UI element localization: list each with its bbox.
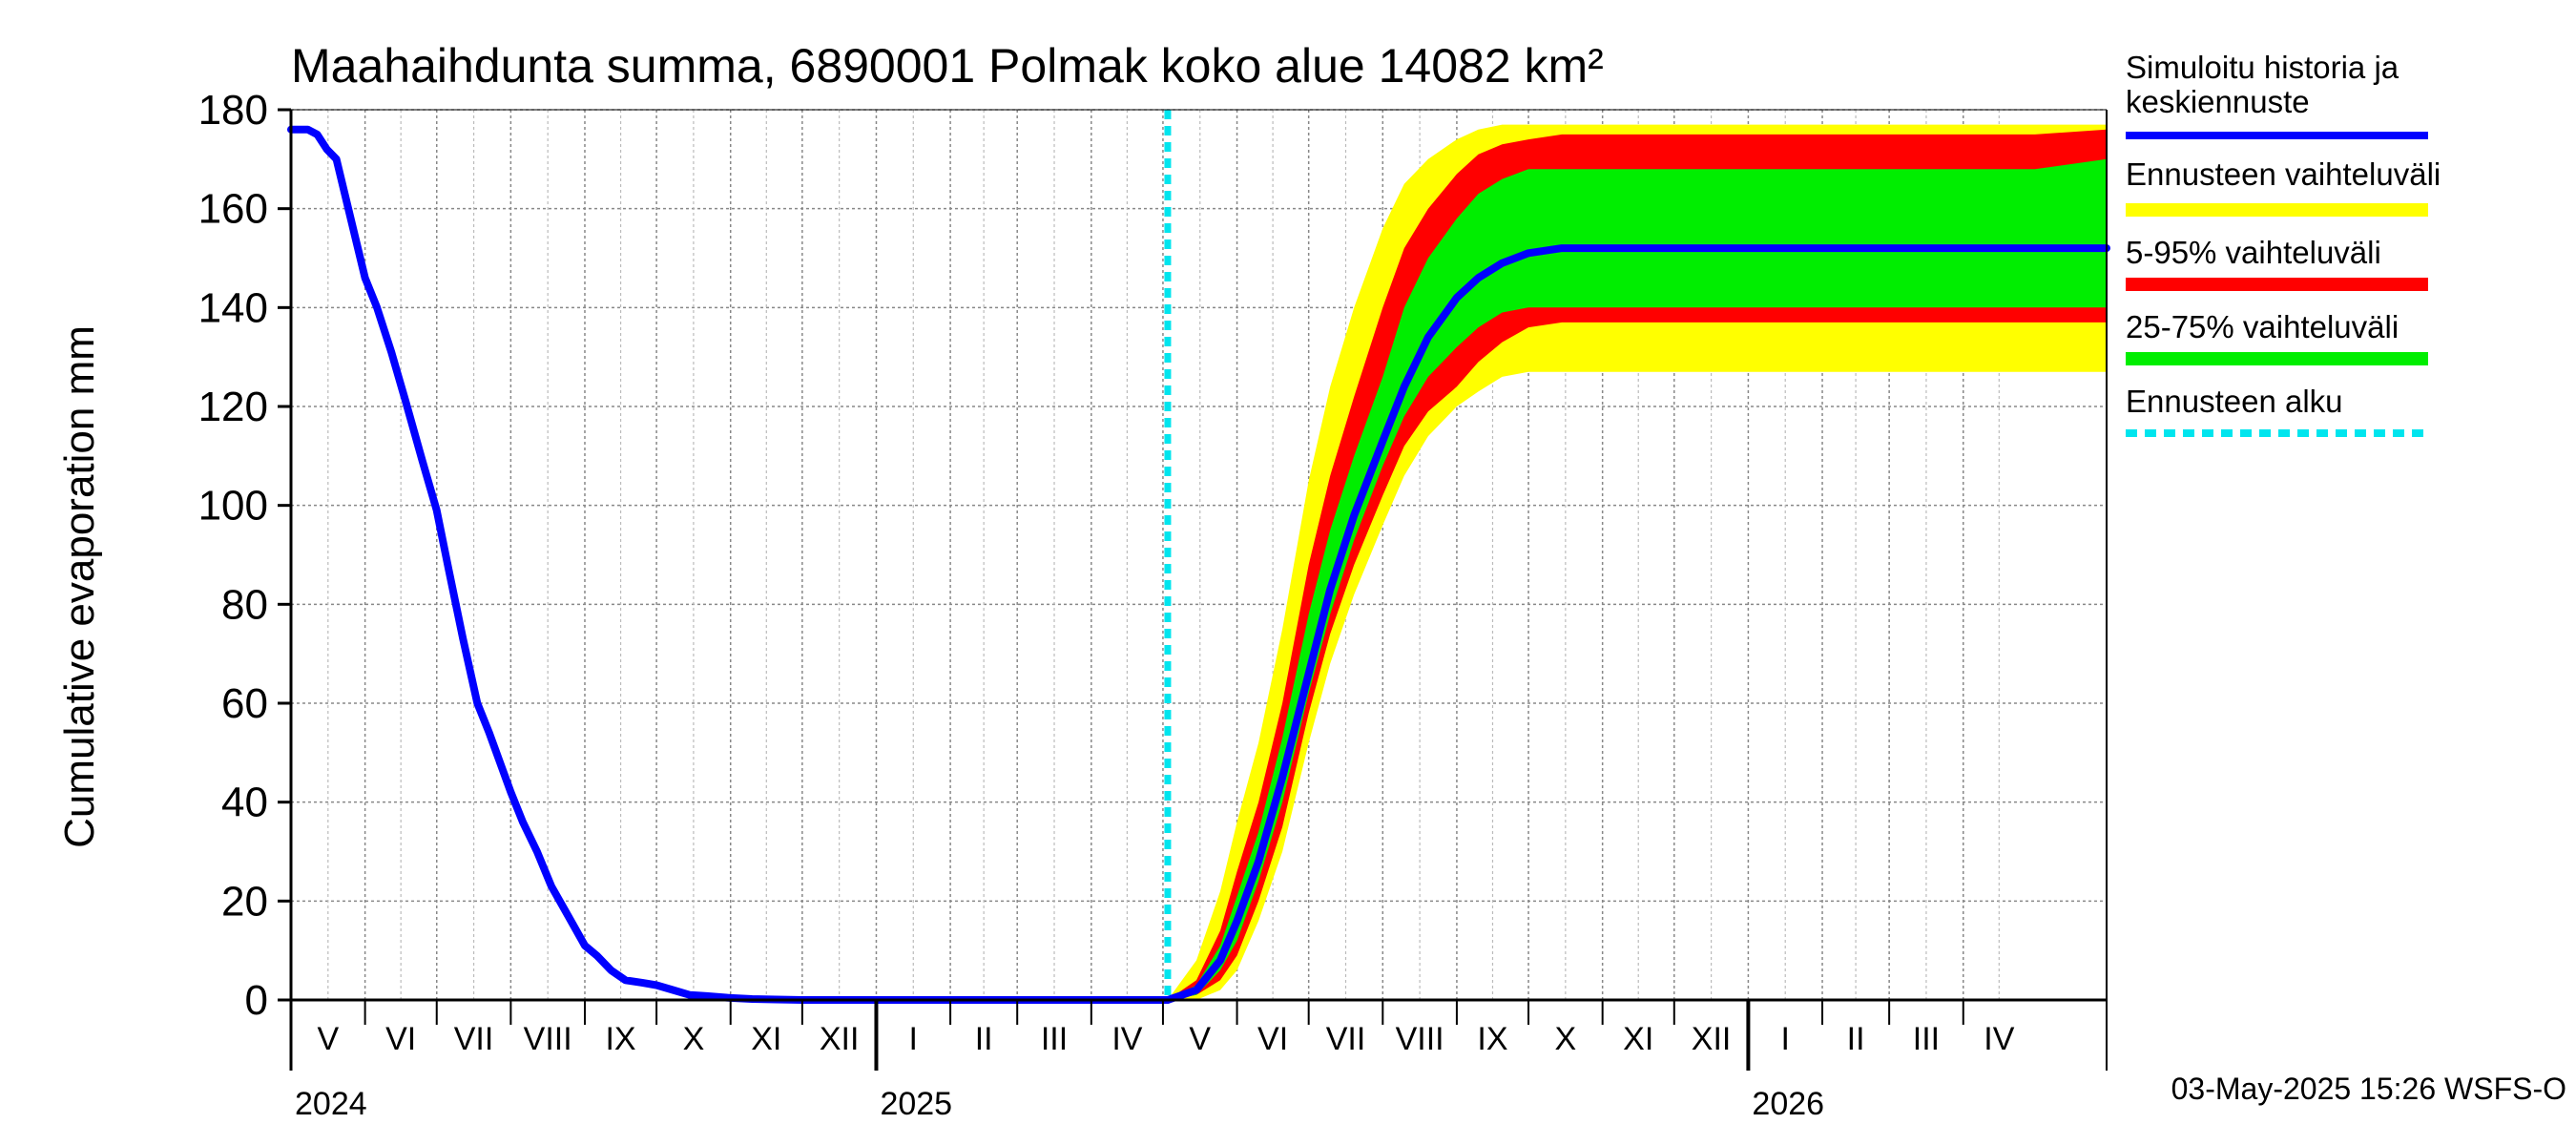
y-tick-label: 160 [198, 186, 268, 233]
month-label: IX [1477, 1021, 1507, 1057]
month-label: VI [1257, 1021, 1288, 1057]
month-label: XII [820, 1021, 860, 1057]
legend-label: 25-75% vaihteluväli [2126, 309, 2399, 344]
y-tick-label: 140 [198, 284, 268, 331]
y-tick-label: 80 [221, 581, 268, 628]
month-label: VIII [524, 1021, 572, 1057]
y-tick-label: 20 [221, 878, 268, 925]
month-label: VI [385, 1021, 416, 1057]
month-label: I [909, 1021, 918, 1057]
legend-label: 5-95% vaihteluväli [2126, 235, 2381, 270]
y-tick-label: 180 [198, 87, 268, 134]
month-label: VII [1326, 1021, 1366, 1057]
year-label: 2026 [1752, 1086, 1824, 1122]
y-tick-label: 120 [198, 384, 268, 430]
month-label: VIII [1396, 1021, 1444, 1057]
month-label: III [1041, 1021, 1068, 1057]
footer-timestamp: 03-May-2025 15:26 WSFS-O [2171, 1072, 2566, 1106]
month-label: II [975, 1021, 993, 1057]
y-tick-label: 40 [221, 780, 268, 826]
month-label: IX [605, 1021, 635, 1057]
month-label: XI [1623, 1021, 1653, 1057]
month-label: V [317, 1021, 339, 1057]
month-label: XI [751, 1021, 781, 1057]
month-label: VII [454, 1021, 494, 1057]
month-label: IV [1984, 1021, 2014, 1057]
y-axis-label: Cumulative evaporation mm [56, 325, 103, 848]
month-label: III [1913, 1021, 1940, 1057]
month-label: IV [1111, 1021, 1142, 1057]
year-label: 2025 [880, 1086, 952, 1122]
month-label: X [683, 1021, 705, 1057]
chart-title: Maahaihdunta summa, 6890001 Polmak koko … [291, 39, 1604, 93]
y-tick-label: 0 [245, 977, 268, 1024]
legend-label: Ennusteen vaihteluväli [2126, 156, 2441, 192]
month-label: XII [1692, 1021, 1732, 1057]
forecast-median-line [1163, 244, 2110, 1004]
legend-label: Simuloitu historia ja [2126, 50, 2399, 85]
month-label: II [1847, 1021, 1865, 1057]
month-label: V [1189, 1021, 1211, 1057]
band-25-75 [1167, 158, 2107, 1001]
forecast-bands [1167, 124, 2107, 1001]
month-label: I [1780, 1021, 1789, 1057]
legend-label: Ennusteen alku [2126, 384, 2343, 419]
year-label: 2024 [295, 1086, 367, 1122]
month-label: X [1555, 1021, 1577, 1057]
y-tick-label: 100 [198, 483, 268, 530]
y-tick-label: 60 [221, 680, 268, 727]
legend-label: keskiennuste [2126, 84, 2310, 119]
